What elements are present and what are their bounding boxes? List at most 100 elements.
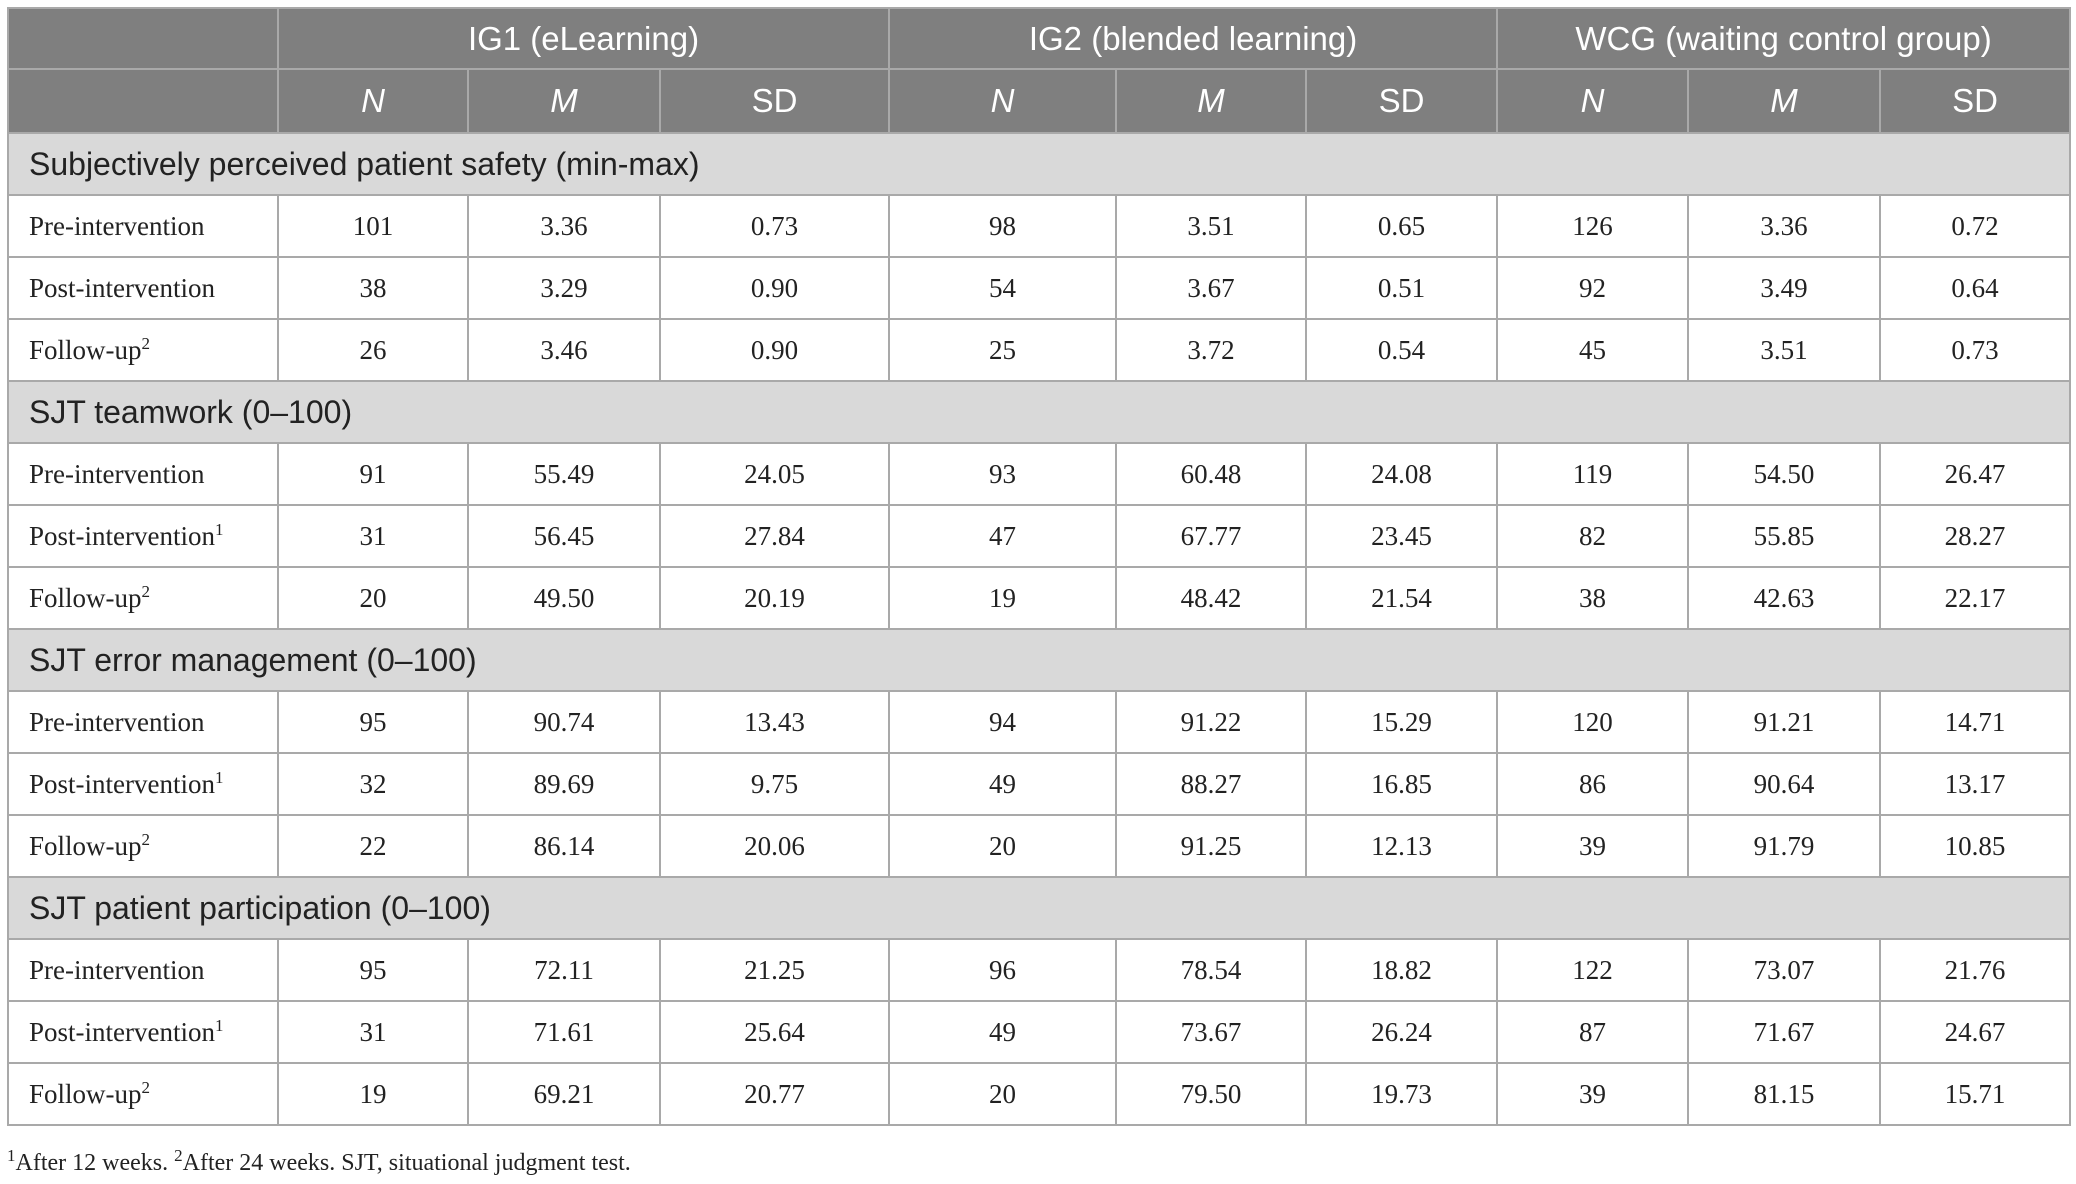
cell-value: 92	[1496, 256, 1690, 320]
cell-value: 55.49	[467, 442, 661, 506]
data-row: Post-intervention1 31 71.61 25.64 49 73.67 26.…	[7, 1000, 2072, 1064]
data-row: Pre-intervention 91 55.49 24.05 93 60.48 24.08…	[7, 442, 2072, 506]
row-label: Post-intervention1	[7, 752, 279, 816]
data-row: Follow-up2 19 69.21 20.77 20 79.50 19.73 39 81.1…	[7, 1062, 2072, 1126]
cell-value: 95	[277, 938, 469, 1002]
cell-value: 3.72	[1115, 318, 1308, 382]
row-label: Post-intervention1	[7, 1000, 279, 1064]
cell-value: 3.51	[1115, 194, 1308, 258]
cell-value: 12.13	[1305, 814, 1499, 878]
row-label: Post-intervention1	[7, 504, 279, 568]
cell-value: 20	[888, 814, 1118, 878]
cell-value: 20	[277, 566, 469, 630]
footnote-text: After 24 weeks. SJT, situational judgmen…	[182, 1150, 631, 1176]
cell-value: 3.46	[467, 318, 661, 382]
row-label: Pre-intervention	[7, 938, 279, 1002]
cell-value: 0.73	[658, 194, 891, 258]
group-header: IG1 (eLearning)	[276, 7, 891, 70]
cell-value: 15.71	[1879, 1062, 2072, 1126]
cell-value: 24.67	[1879, 1000, 2072, 1064]
row-label-text: Post-intervention	[29, 272, 215, 303]
cell-value: 20	[888, 1062, 1118, 1126]
sub-header: N	[1496, 68, 1690, 134]
cell-value: 72.11	[467, 938, 661, 1002]
sub-header: M	[467, 68, 661, 134]
cell-value: 3.49	[1687, 256, 1882, 320]
section-title: SJT teamwork (0–100)	[6, 380, 2072, 444]
cell-value: 0.64	[1879, 256, 2072, 320]
cell-value: 91	[277, 442, 469, 506]
data-row: Post-intervention1 31 56.45 27.84 47 67.77 23.…	[7, 504, 2072, 568]
cell-value: 26.24	[1305, 1000, 1499, 1064]
footnote-mark: 1	[214, 768, 224, 787]
cell-value: 73.07	[1687, 938, 1882, 1002]
cell-value: 9.75	[658, 752, 891, 816]
cell-value: 122	[1496, 938, 1690, 1002]
section-row: SJT teamwork (0–100)	[6, 380, 2072, 444]
row-label-text: Post-intervention	[29, 521, 215, 551]
cell-value: 91.79	[1687, 814, 1882, 878]
cell-value: 0.72	[1879, 194, 2072, 258]
cell-value: 86	[1496, 752, 1690, 816]
cell-value: 0.54	[1305, 318, 1499, 382]
cell-value: 120	[1496, 690, 1690, 754]
data-row: Pre-intervention 101 3.36 0.73 98 3.51 0.65 126…	[7, 194, 2072, 258]
cell-value: 0.90	[658, 256, 891, 320]
row-label: Pre-intervention	[7, 194, 279, 258]
cell-value: 87	[1496, 1000, 1690, 1064]
group-header: WCG (waiting control group)	[1496, 7, 2072, 70]
cell-value: 89.69	[467, 752, 661, 816]
cell-value: 94	[888, 690, 1118, 754]
cell-value: 15.29	[1305, 690, 1499, 754]
cell-value: 79.50	[1115, 1062, 1308, 1126]
cell-value: 25	[888, 318, 1118, 382]
sub-header: M	[1115, 68, 1308, 134]
cell-value: 13.17	[1879, 752, 2072, 816]
cell-value: 0.73	[1879, 318, 2072, 382]
section-row: SJT error management (0–100)	[6, 628, 2072, 692]
cell-value: 10.85	[1879, 814, 2072, 878]
cell-value: 56.45	[467, 504, 661, 568]
cell-value: 20.06	[658, 814, 891, 878]
cell-value: 14.71	[1879, 690, 2072, 754]
row-label: Pre-intervention	[7, 442, 279, 506]
cell-value: 95	[277, 690, 469, 754]
cell-value: 78.54	[1115, 938, 1308, 1002]
footnote-text: After 12 weeks.	[15, 1150, 169, 1176]
table-wrap: IG1 (eLearning) IG2 (blended learning) WCG…	[6, 7, 2072, 1126]
cell-value: 19	[277, 1062, 469, 1126]
cell-value: 21.54	[1305, 566, 1499, 630]
cell-value: 42.63	[1687, 566, 1882, 630]
cell-value: 20.77	[658, 1062, 891, 1126]
row-label: Pre-intervention	[7, 690, 279, 754]
cell-value: 98	[888, 194, 1118, 258]
footnote-mark: 2	[141, 582, 151, 601]
cell-value: 96	[888, 938, 1118, 1002]
footnote-mark: 2	[174, 1146, 183, 1165]
cell-value: 16.85	[1305, 752, 1499, 816]
footnote-mark: 2	[141, 334, 151, 353]
sub-header: SD	[658, 68, 891, 134]
section-title: SJT patient participation (0–100)	[6, 876, 2072, 940]
row-label-text: Post-intervention	[29, 769, 215, 799]
cell-value: 22	[277, 814, 469, 878]
data-row: Follow-up2 22 86.14 20.06 20 91.25 12.13 39 91.7…	[7, 814, 2072, 878]
footnote: 2After 24 weeks. SJT, situational judgme…	[174, 1146, 631, 1176]
cell-value: 24.08	[1305, 442, 1499, 506]
cell-value: 126	[1496, 194, 1690, 258]
row-label-text: Post-intervention	[29, 1017, 215, 1047]
cell-value: 3.51	[1687, 318, 1882, 382]
cell-value: 38	[1496, 566, 1690, 630]
data-row: Pre-intervention 95 90.74 13.43 94 91.22 15.29…	[7, 690, 2072, 754]
cell-value: 49.50	[467, 566, 661, 630]
row-label: Post-intervention	[7, 256, 279, 320]
cell-value: 60.48	[1115, 442, 1308, 506]
row-label-text: Pre-intervention	[29, 458, 205, 489]
cell-value: 3.67	[1115, 256, 1308, 320]
cell-value: 101	[277, 194, 469, 258]
cell-value: 73.67	[1115, 1000, 1308, 1064]
cell-value: 49	[888, 1000, 1118, 1064]
sub-header: SD	[1305, 68, 1499, 134]
sub-header: N	[888, 68, 1118, 134]
